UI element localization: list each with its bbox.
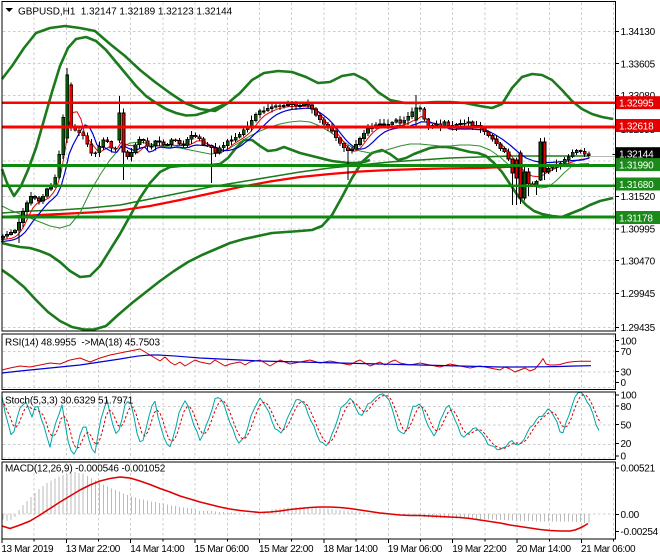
svg-text:0: 0 [621, 378, 627, 389]
svg-text:30: 30 [621, 367, 632, 378]
svg-text:1.33605: 1.33605 [621, 59, 656, 70]
svg-text:0.00521: 0.00521 [621, 463, 656, 474]
svg-text:13 Mar 22:00: 13 Mar 22:00 [66, 544, 121, 555]
svg-text:70: 70 [621, 347, 632, 358]
svg-text:19 Mar 22:00: 19 Mar 22:00 [452, 544, 507, 555]
svg-text:80: 80 [621, 402, 632, 413]
svg-text:1.32144: 1.32144 [619, 150, 654, 161]
svg-text:RSI(14) 48.9955 ->MA(18) 45.7: RSI(14) 48.9955 ->MA(18) 45.7503 [5, 338, 160, 349]
svg-text:13 Mar 2019: 13 Mar 2019 [1, 544, 54, 555]
svg-text:1.31990: 1.31990 [619, 160, 654, 171]
svg-text:19 Mar 06:00: 19 Mar 06:00 [388, 544, 443, 555]
svg-text:1.31680: 1.31680 [619, 180, 654, 191]
svg-text:21 Mar 06:00: 21 Mar 06:00 [581, 544, 636, 555]
svg-text:20: 20 [621, 439, 632, 450]
svg-text:1.29945: 1.29945 [621, 289, 656, 300]
svg-text:MACD(12,26,9) -0.000546 -0.001: MACD(12,26,9) -0.000546 -0.001052 [5, 464, 166, 475]
svg-text:0.00: 0.00 [621, 510, 640, 521]
svg-text:1.30995: 1.30995 [621, 224, 656, 235]
svg-text:Stoch(5,3,3) 30.6329 51.7971: Stoch(5,3,3) 30.6329 51.7971 [5, 396, 134, 407]
svg-text:18 Mar 14:00: 18 Mar 14:00 [323, 544, 378, 555]
svg-text:100: 100 [621, 390, 638, 401]
svg-text:15 Mar 22:00: 15 Mar 22:00 [259, 544, 314, 555]
svg-text:1.34130: 1.34130 [621, 27, 656, 38]
svg-text:-0.00254: -0.00254 [621, 527, 659, 538]
svg-text:1.31520: 1.31520 [621, 192, 656, 203]
svg-text:1.29435: 1.29435 [621, 323, 656, 334]
svg-text:1.31178: 1.31178 [619, 213, 653, 224]
svg-text:100: 100 [621, 336, 638, 347]
svg-text:1.32995: 1.32995 [619, 99, 654, 110]
svg-text:20 Mar 14:00: 20 Mar 14:00 [517, 544, 572, 555]
svg-text:GBPUSD,H1 1.32147 1.32189 1.3: GBPUSD,H1 1.32147 1.32189 1.32123 1.3214… [18, 7, 233, 18]
svg-text:14 Mar 14:00: 14 Mar 14:00 [130, 544, 185, 555]
svg-text:1.30470: 1.30470 [621, 256, 656, 267]
svg-text:15 Mar 06:00: 15 Mar 06:00 [195, 544, 250, 555]
svg-text:50: 50 [621, 420, 632, 431]
svg-text:1.32618: 1.32618 [619, 121, 654, 132]
svg-text:0: 0 [621, 451, 627, 462]
